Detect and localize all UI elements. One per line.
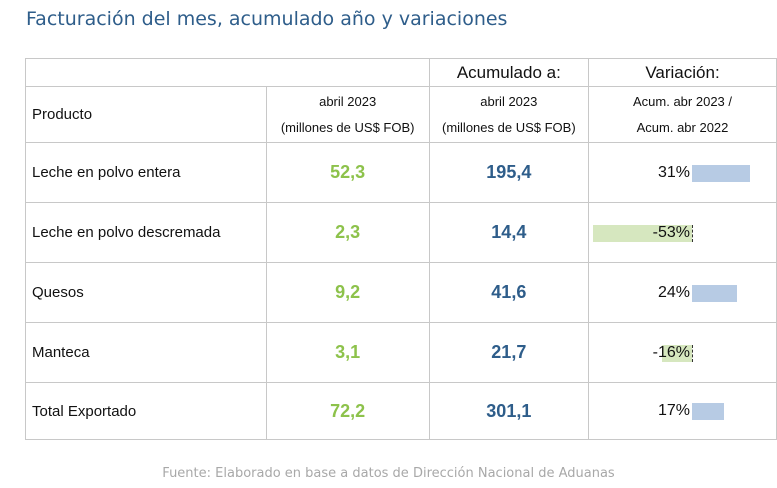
product-name: Manteca: [25, 322, 267, 383]
header-empty-cell: [25, 58, 430, 87]
variation-bar: [692, 285, 737, 302]
header-acum: abril 2023 (millones de US$ FOB): [428, 86, 590, 143]
header-var-line1: Acum. abr 2023 /: [633, 93, 732, 109]
axis-dash: [692, 225, 693, 242]
header-var: Acum. abr 2023 / Acum. abr 2022: [588, 86, 777, 143]
table-row: Total Exportado 72,2 301,1 17%: [25, 382, 777, 440]
header-row-top: Acumulado a: Variación:: [25, 58, 777, 87]
header-acum-line2: (millones de US$ FOB): [442, 119, 576, 135]
table-row: Leche en polvo descremada 2,3 14,4 -53%: [25, 202, 777, 263]
month-value: 9,2: [265, 262, 430, 323]
header-mes-line2: (millones de US$ FOB): [280, 119, 415, 135]
billing-table: Acumulado a: Variación: Producto abril 2…: [25, 58, 777, 440]
variation-label: -53%: [652, 224, 690, 241]
variation-cell: -16%: [588, 322, 777, 383]
variation-bar: [662, 345, 692, 362]
axis-dash: [692, 345, 693, 362]
variation-cell: 31%: [588, 142, 777, 203]
table-row: Leche en polvo entera 52,3 195,4 31%: [25, 142, 777, 203]
month-value: 3,1: [265, 322, 430, 383]
month-value: 2,3: [265, 202, 430, 263]
header-mes: abril 2023 (millones de US$ FOB): [265, 86, 430, 143]
product-name: Total Exportado: [25, 382, 267, 440]
product-name: Leche en polvo entera: [25, 142, 267, 203]
variation-bar: [593, 225, 692, 242]
source-note: Fuente: Elaborado en base a datos de Dir…: [162, 466, 615, 481]
variation-label: 17%: [657, 402, 690, 419]
variation-label: 24%: [657, 284, 690, 301]
month-value: 72,2: [265, 382, 430, 440]
variation-cell: 17%: [588, 382, 777, 440]
header-row-bottom: Producto abril 2023 (millones de US$ FOB…: [25, 86, 777, 143]
table-row: Manteca 3,1 21,7 -16%: [25, 322, 777, 383]
variation-cell: 24%: [588, 262, 777, 323]
header-mes-line1: abril 2023: [319, 93, 377, 109]
product-name: Leche en polvo descremada: [25, 202, 267, 263]
variation-label: 31%: [657, 164, 690, 181]
header-producto: Producto: [25, 86, 267, 143]
accumulated-value: 41,6: [428, 262, 590, 323]
product-name: Quesos: [25, 262, 267, 323]
header-acum-line1: abril 2023: [480, 93, 538, 109]
header-variacion: Variación:: [588, 58, 777, 87]
variation-cell: -53%: [588, 202, 777, 263]
header-acumulado: Acumulado a:: [428, 58, 590, 87]
accumulated-value: 195,4: [428, 142, 590, 203]
accumulated-value: 14,4: [428, 202, 590, 263]
page-title: Facturación del mes, acumulado año y var…: [26, 8, 508, 30]
accumulated-value: 21,7: [428, 322, 590, 383]
month-value: 52,3: [265, 142, 430, 203]
accumulated-value: 301,1: [428, 382, 590, 440]
variation-bar: [692, 165, 750, 182]
header-var-line2: Acum. abr 2022: [636, 119, 729, 135]
variation-bar: [692, 403, 724, 420]
table-row: Quesos 9,2 41,6 24%: [25, 262, 777, 323]
variation-label: -16%: [652, 344, 690, 361]
